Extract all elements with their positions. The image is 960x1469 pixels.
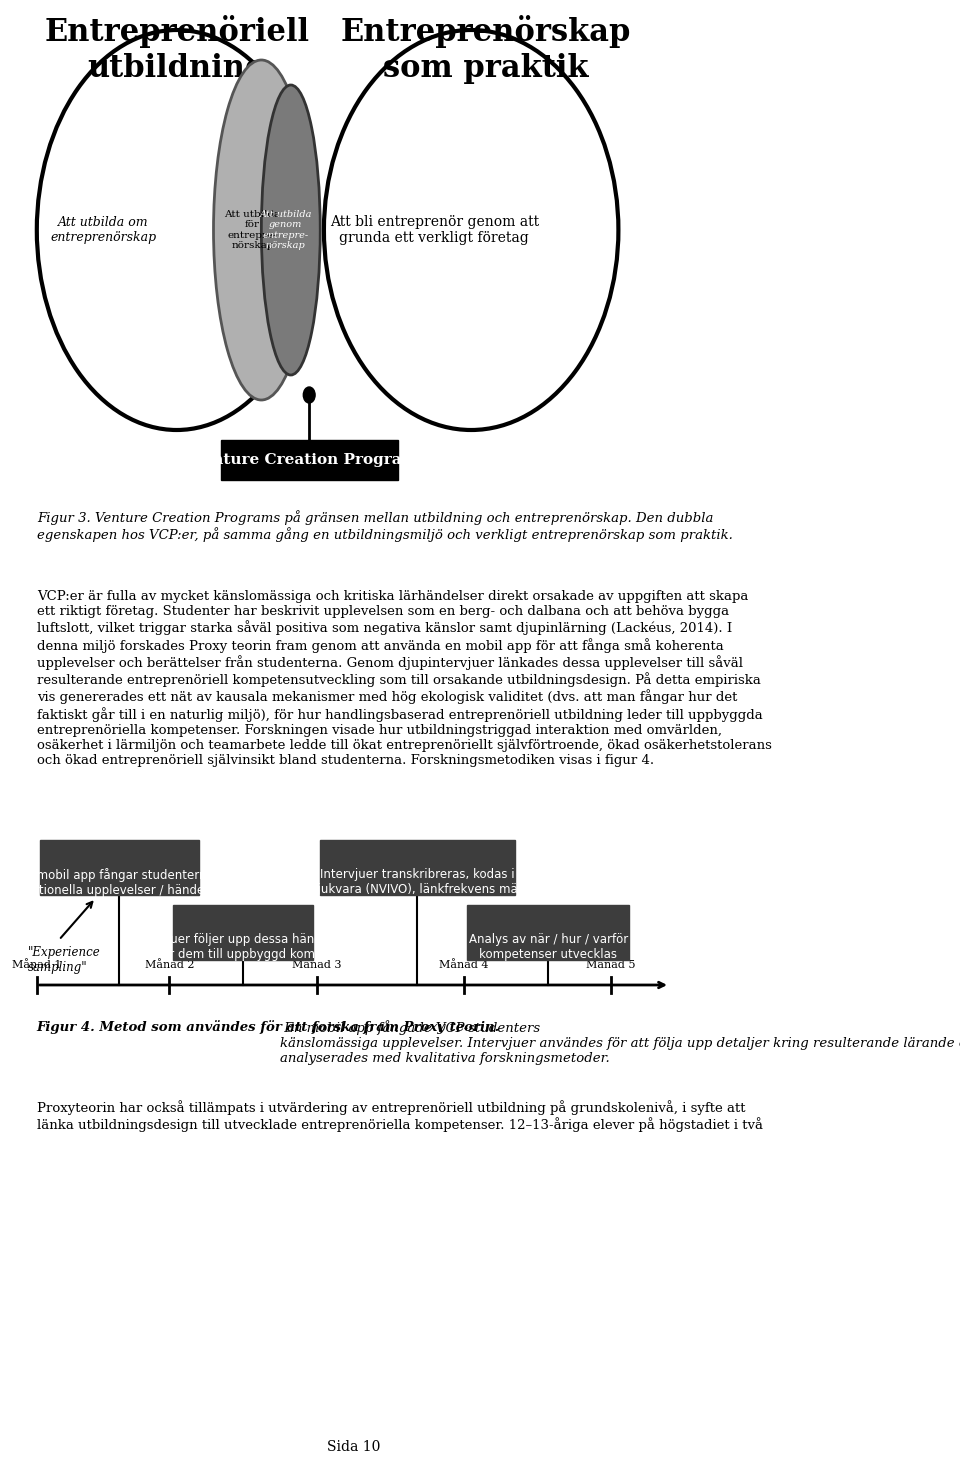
Circle shape (303, 386, 315, 403)
Text: Entreprenöriell
utbildning: Entreprenöriell utbildning (44, 15, 309, 84)
FancyBboxPatch shape (40, 840, 199, 895)
FancyBboxPatch shape (321, 840, 516, 895)
Text: Att utbilda om
entreprenörskap: Att utbilda om entreprenörskap (50, 216, 156, 244)
Ellipse shape (261, 85, 321, 375)
Text: Månad 3: Månad 3 (292, 961, 342, 970)
Ellipse shape (36, 29, 317, 430)
Text: Figur 3. Venture Creation Programs på gränsen mellan utbildning och entreprenörs: Figur 3. Venture Creation Programs på gr… (36, 510, 732, 542)
Text: Månad 1: Månad 1 (12, 961, 61, 970)
Ellipse shape (213, 60, 309, 400)
Ellipse shape (324, 29, 618, 430)
Text: Analys av när / hur / varför
kompetenser utvecklas: Analys av när / hur / varför kompetenser… (468, 933, 628, 961)
Text: Figur 4. Metod som användes för att forska fram Proxy teorin.: Figur 4. Metod som användes för att fors… (36, 1019, 500, 1034)
Text: Att utbilda
för
entrepre-
nörskap: Att utbilda för entrepre- nörskap (225, 210, 280, 250)
Text: Proxyteorin har också tillämpats i utvärdering av entreprenöriell utbildning på : Proxyteorin har också tillämpats i utvär… (36, 1100, 763, 1133)
Text: Att utbilda
genom
entrepre-
nörskap: Att utbilda genom entrepre- nörskap (259, 210, 312, 250)
Text: Entreprenörskap
som praktik: Entreprenörskap som praktik (341, 15, 631, 84)
Text: Månad 5: Månad 5 (587, 961, 636, 970)
Text: Intervjuer följer upp dessa händelser,
kopplar dem till uppbyggd kompetens: Intervjuer följer upp dessa händelser, k… (131, 933, 355, 961)
Text: VCP:er är fulla av mycket känslomässiga och kritiska lärhändelser direkt orsakad: VCP:er är fulla av mycket känslomässiga … (36, 591, 772, 767)
Text: En mobil app fångar studenternas
emotionella upplevelser / händelser: En mobil app fångar studenternas emotion… (12, 868, 226, 898)
Text: Månad 4: Månad 4 (439, 961, 489, 970)
FancyBboxPatch shape (221, 441, 397, 480)
FancyBboxPatch shape (173, 905, 313, 961)
Text: Venture Creation Programs: Venture Creation Programs (192, 452, 426, 467)
Text: "Experience
sampling": "Experience sampling" (28, 946, 101, 974)
FancyBboxPatch shape (468, 905, 630, 961)
Text: Sida 10: Sida 10 (326, 1440, 380, 1454)
Text: Månad 2: Månad 2 (145, 961, 194, 970)
Text: Intervjuer transkribreras, kodas i
mjukvara (NVIVO), länkfrekvens mäts: Intervjuer transkribreras, kodas i mjukv… (306, 868, 529, 896)
Text: En mobil app fångade VCP-studenters
känslomässiga upplevelser. Intervjuer använd: En mobil app fångade VCP-studenters käns… (279, 1019, 960, 1065)
Text: Att bli entreprenör genom att
grunda ett verkligt företag: Att bli entreprenör genom att grunda ett… (330, 214, 539, 245)
